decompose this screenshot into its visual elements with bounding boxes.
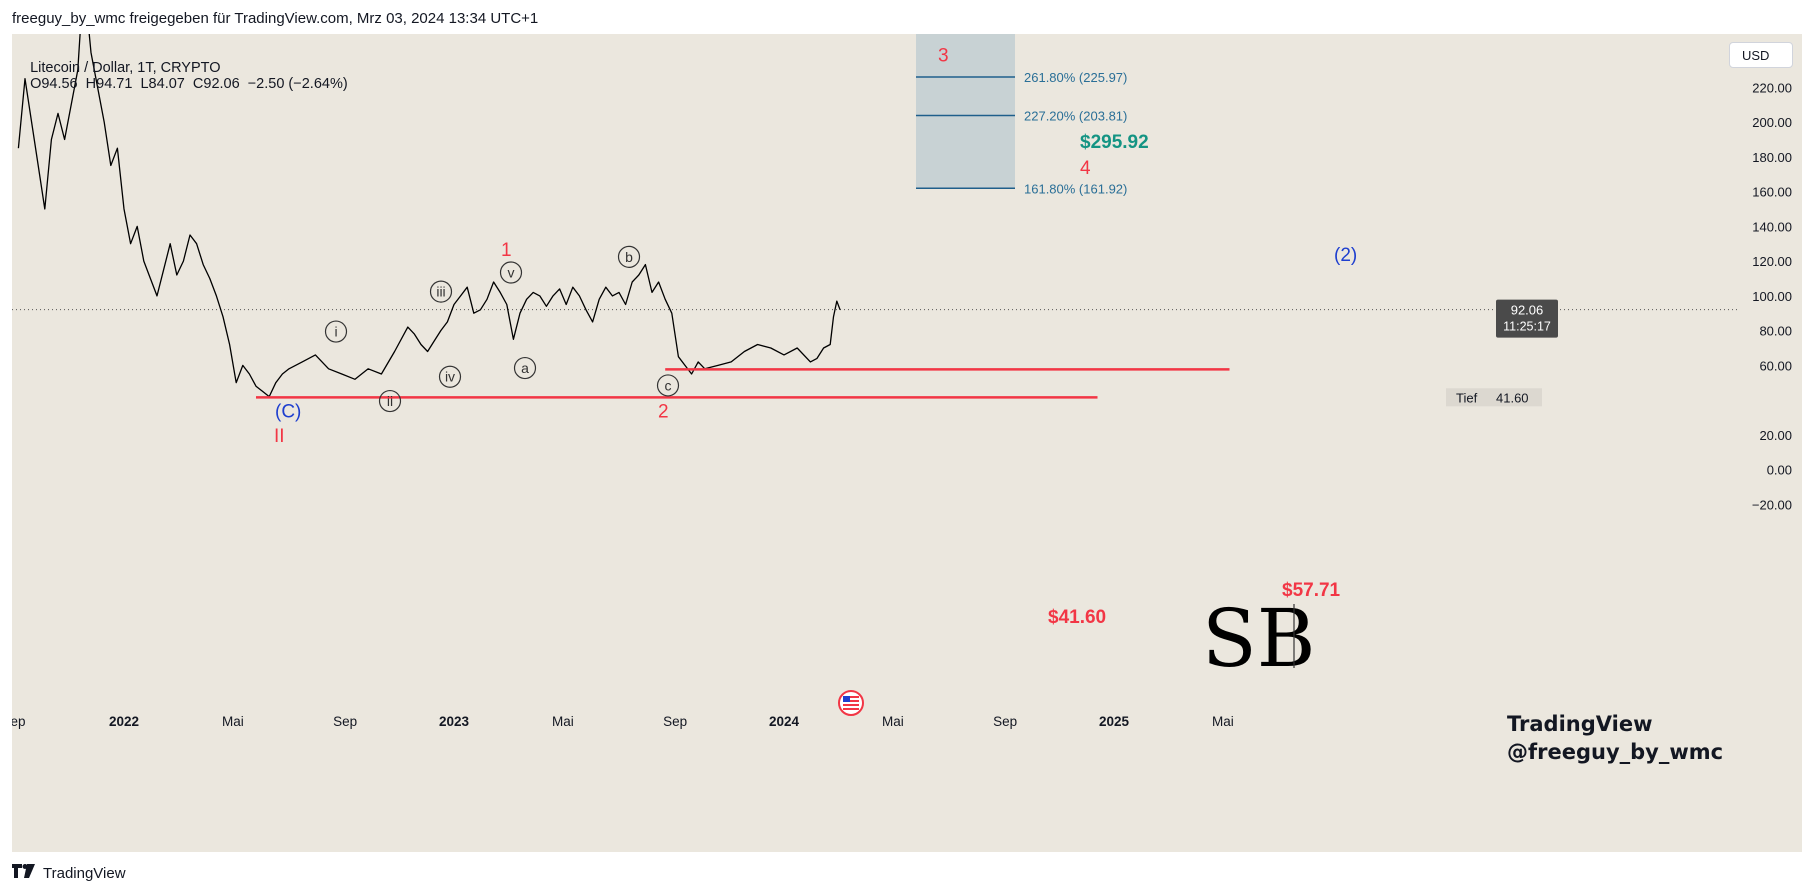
x-tick-label: Sep [663,714,687,729]
y-tick-label: 60.00 [1759,358,1792,373]
y-tick-label: 0.00 [1767,463,1792,478]
wave-label-14: 4 [1080,158,1091,179]
symbol-legend[interactable]: Litecoin / Dollar, 1T, CRYPTO O94.56 H94… [22,44,348,92]
wave-label-3: i [334,324,337,340]
x-tick-label: Sep [993,714,1017,729]
wave-label-7: v [508,264,515,280]
x-tick-label: 2023 [439,714,470,729]
wave-label-10: b [625,249,633,265]
x-tick-label: Mai [882,714,904,729]
fib-zone [916,34,1015,189]
y-tick-label: 160.00 [1752,185,1792,200]
wave-label-1: (C) [275,401,301,422]
watermark-brand: TradingView [1507,712,1653,736]
wave-label-12: 2 [658,401,669,422]
wave-circle-5 [429,280,453,303]
price-badge-label-1: Tief [1456,390,1478,405]
wave-label-5: iii [436,284,445,300]
fib-label-2: 227.20% (203.81) [1024,108,1127,123]
tradingview-logo-icon[interactable] [12,864,38,882]
high-price-label: $295.92 [1080,132,1149,153]
wave-circle-7 [499,261,523,284]
x-tick-label: Mai [222,714,244,729]
support-price-label: $57.71 [1282,580,1341,601]
price-chart[interactable]: 361.80% (290.03)261.80% (225.97)227.20% … [12,34,1802,852]
y-tick-label: 180.00 [1752,150,1792,165]
last-price-value: 92.06 [1511,303,1544,318]
wave-circle-10 [617,245,641,268]
footer-brand[interactable]: TradingView [43,864,126,882]
wave-label-11: c [665,377,672,393]
x-tick-label: 2022 [109,714,139,729]
wave-circle-9 [513,356,537,380]
x-tick-label: Mai [552,714,574,729]
wave-label-8: 1 [501,240,512,261]
y-tick-label: 120.00 [1752,254,1792,269]
wave-circle-3 [324,320,348,343]
chart-area[interactable]: 361.80% (290.03)261.80% (225.97)227.20% … [12,34,1802,852]
watermark-handle: @freeguy_by_wmc [1507,740,1724,764]
watermark-logo-icon: SB [1202,592,1316,685]
y-tick-label: 140.00 [1752,219,1792,234]
wave-label-2: II [274,426,285,447]
ohlc-values: O94.56 H94.71 L84.07 C92.06 −2.50 (−2.64… [30,76,348,92]
y-tick-label: 200.00 [1752,115,1792,130]
publish-info: freeguy_by_wmc freigegeben für TradingVi… [12,10,539,27]
y-tick-label: 100.00 [1752,289,1792,304]
wave-label-17: (2) [1334,245,1357,266]
countdown-value: 11:25:17 [1503,320,1551,334]
price-series-line [17,34,841,398]
y-tick-label: 220.00 [1752,80,1792,95]
y-tick-label: 20.00 [1759,428,1792,443]
x-tick-label: Sep [333,714,357,729]
y-tick-label: 80.00 [1759,324,1792,339]
svg-text:SB: SB [1202,592,1316,685]
symbol-name[interactable]: Litecoin / Dollar, 1T, CRYPTO [30,60,221,76]
price-badge-bg-1 [1446,388,1542,407]
x-tick-label: 2025 [1099,714,1130,729]
wave-label-9: a [521,360,529,376]
wave-circle-6 [438,365,462,388]
fib-label-3: 161.80% (161.92) [1024,181,1127,196]
wave-label-6: iv [445,369,455,385]
wave-circle-11 [656,374,680,397]
x-tick-label: 2024 [769,714,800,729]
wave-label-4: ii [387,393,393,409]
fib-label-1: 261.80% (225.97) [1024,70,1127,85]
wave-circle-4 [378,389,402,413]
low-price-label: $41.60 [1048,607,1106,628]
last-price-box [1496,299,1558,338]
y-tick-label: −20.00 [1752,497,1792,512]
currency-button[interactable]: USD [1729,42,1793,68]
wave-label-13: 3 [938,45,949,66]
price-badge-value-1: 41.60 [1496,390,1529,405]
x-tick-label: Mai [1212,714,1234,729]
us-flag-icon [838,690,864,716]
footer[interactable]: TradingView [12,864,126,882]
x-tick-label: ep [12,714,26,729]
